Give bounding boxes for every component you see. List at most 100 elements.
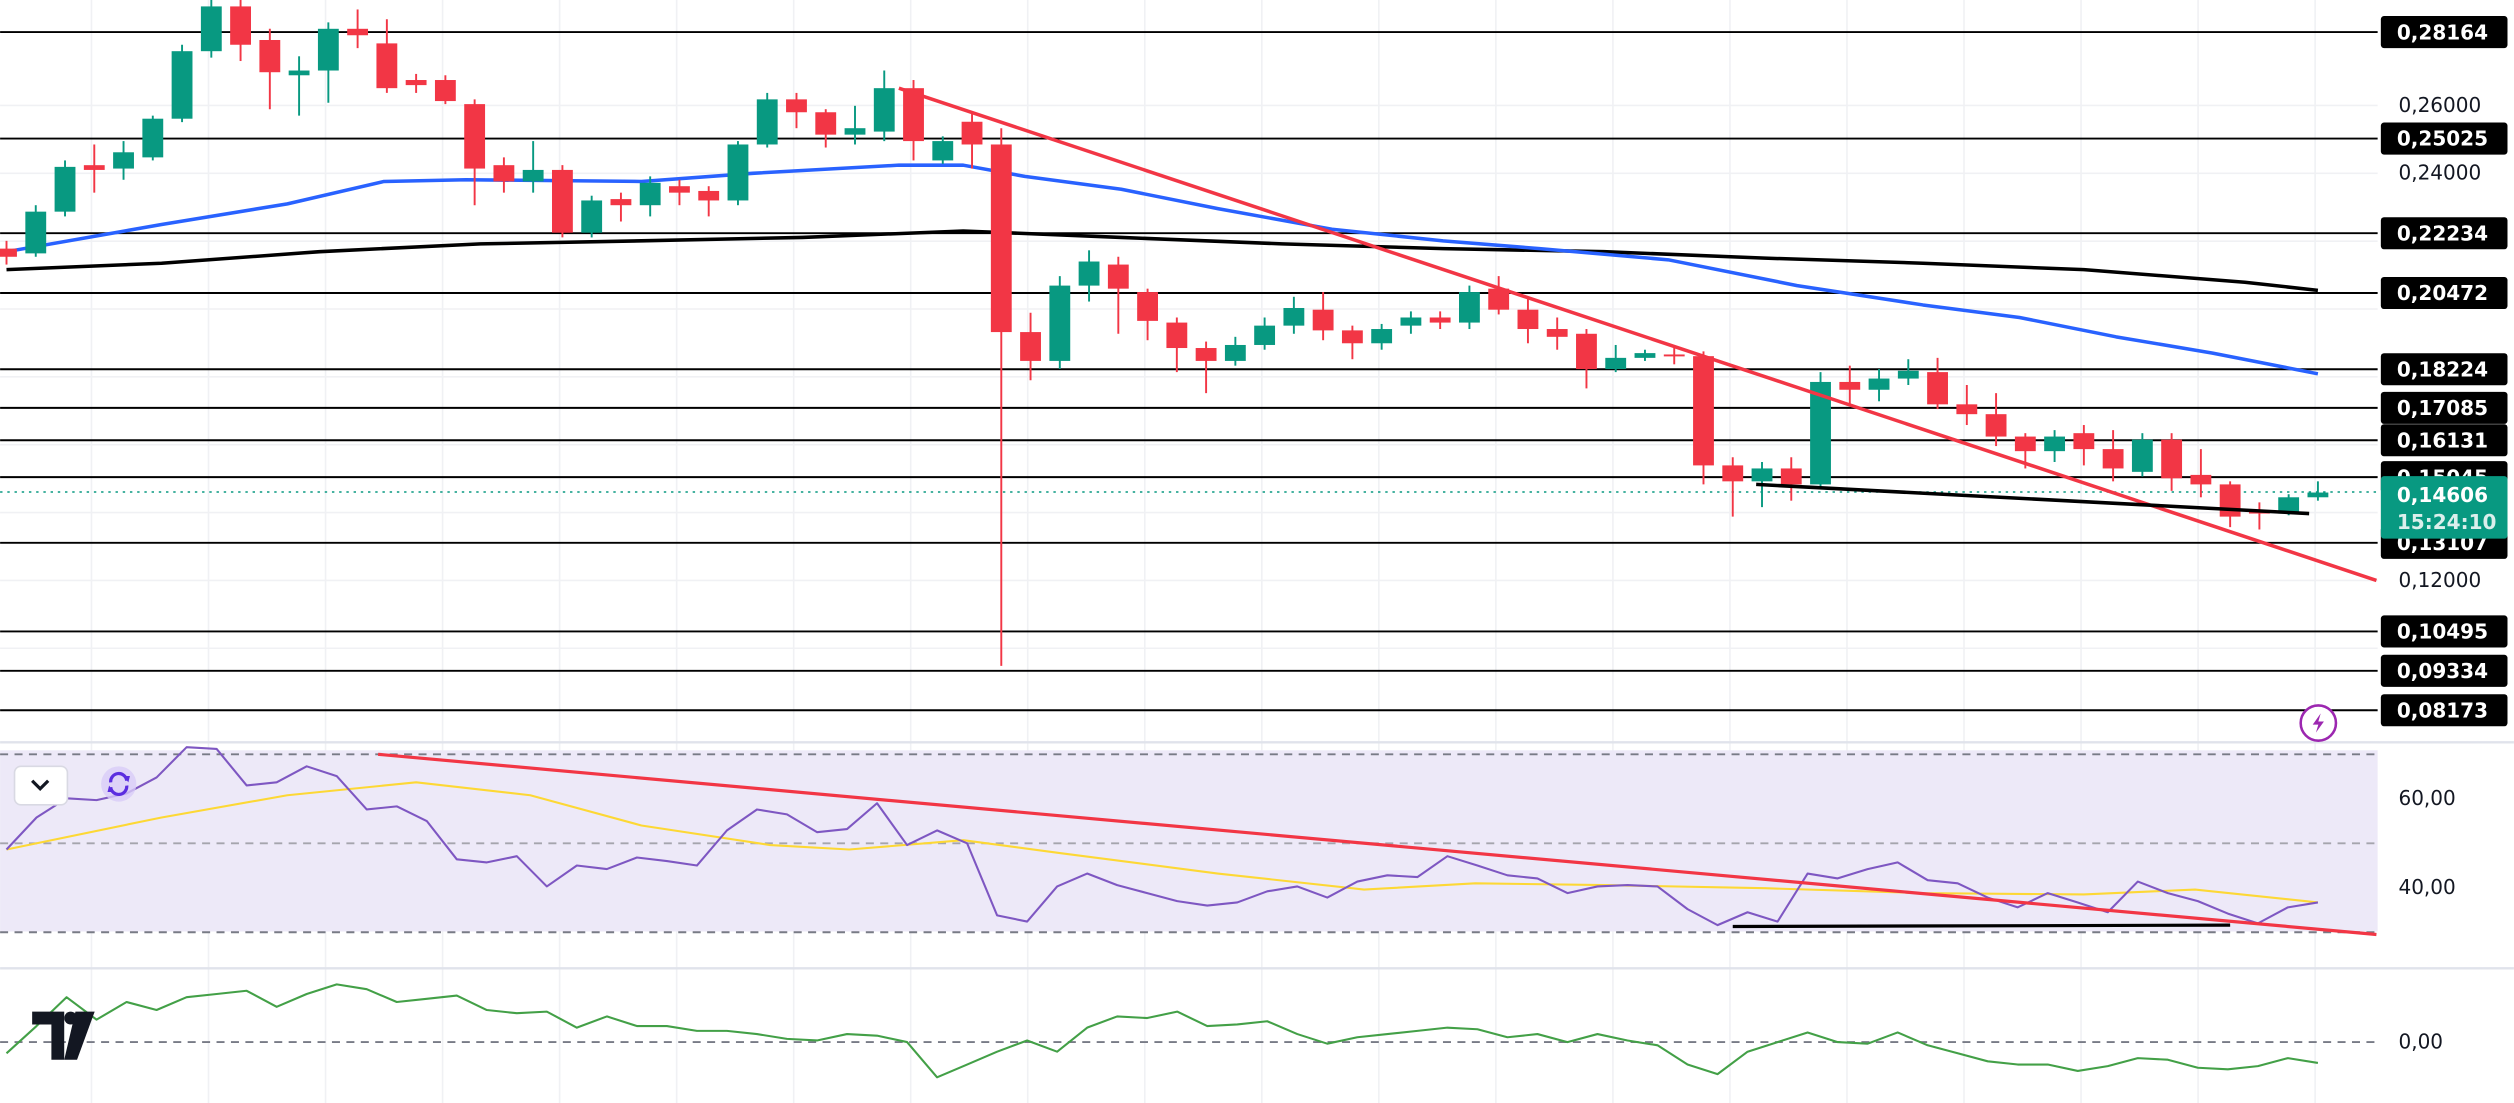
candle	[551, 165, 573, 238]
red-trendline[interactable]	[898, 86, 2377, 583]
candle	[1927, 357, 1948, 410]
candle-body	[698, 190, 720, 201]
candle	[1517, 296, 1539, 344]
candle	[961, 112, 983, 169]
rsi-black-trendline[interactable]	[1732, 923, 2231, 929]
moving-average-fast[interactable]	[6, 163, 2319, 376]
candle-body	[1780, 468, 1802, 485]
candle	[1985, 393, 2007, 447]
candle	[1722, 457, 1744, 517]
candle	[1283, 296, 1305, 334]
candle	[1634, 349, 1656, 361]
candle-body	[171, 51, 193, 119]
candle	[1839, 365, 1861, 405]
candle-body	[815, 112, 837, 135]
candle	[1605, 344, 1627, 373]
candle-body	[903, 88, 924, 142]
candle	[844, 105, 866, 145]
candle-body	[434, 80, 456, 102]
candle-body	[2014, 436, 2036, 452]
candle-body	[2219, 484, 2241, 517]
candle-body	[639, 182, 661, 206]
candle-body	[1546, 329, 1568, 337]
candle-body	[786, 99, 807, 113]
candle	[1400, 311, 1422, 334]
price-pane	[0, 0, 2378, 712]
candle	[317, 22, 339, 103]
price-axis[interactable]: 60,00 40,00 0,00 0,26000 0,24000 0,12000 0,281…	[2380, 16, 2508, 1053]
moving-average-slow[interactable]	[6, 229, 2319, 293]
price-axis-label: 0,24000	[2398, 161, 2481, 185]
candle	[1429, 311, 1451, 330]
candle-body	[522, 169, 544, 182]
collapse-pane-button[interactable]	[13, 765, 69, 806]
chevron-down-icon	[31, 779, 50, 792]
candle-body	[1722, 465, 1744, 482]
candle-body	[1020, 332, 1041, 361]
candle-body	[610, 199, 632, 206]
candle	[2190, 449, 2212, 498]
alert-button[interactable]	[2299, 704, 2338, 742]
candle-body	[1868, 378, 1890, 390]
candle	[1137, 288, 1159, 341]
candle	[2044, 430, 2066, 463]
candle-body	[142, 118, 164, 158]
candle-body	[0, 248, 17, 257]
candle	[1195, 341, 1217, 394]
candle	[1780, 457, 1802, 501]
candle-body	[25, 211, 47, 254]
candle-body	[259, 39, 281, 73]
price-axis-label: 0,12000	[2398, 568, 2481, 592]
candle	[815, 109, 837, 148]
price-level-label: 0,16131	[2397, 428, 2488, 452]
candle-body	[113, 152, 134, 169]
oscillator-line[interactable]	[5, 983, 2319, 1079]
candle-body	[1283, 307, 1305, 326]
candle-body	[1107, 264, 1129, 289]
rsi-line[interactable]	[5, 746, 2319, 927]
price-level-label: 0,22234	[2397, 221, 2488, 245]
candle-body	[2073, 433, 2095, 450]
candle	[522, 141, 544, 193]
candle	[113, 141, 134, 180]
candle-body	[1751, 468, 1773, 482]
candle	[873, 70, 895, 142]
candle-body	[288, 70, 310, 76]
candle	[25, 205, 47, 257]
price-level-badge	[2380, 615, 2508, 648]
price-level-label: 0,10495	[2397, 620, 2488, 644]
price-axis-label: 0,26000	[2398, 93, 2481, 117]
candle-body	[1985, 414, 2007, 437]
candle-body	[1195, 348, 1217, 361]
candle-body	[1429, 317, 1451, 323]
candle	[1810, 372, 1831, 490]
candle	[1166, 317, 1188, 373]
candle-body	[1078, 261, 1100, 286]
candle-body	[1897, 370, 1919, 379]
candle-body	[1663, 354, 1685, 357]
price-level-label: 0,28164	[2397, 20, 2488, 44]
price-level-badge	[2380, 424, 2508, 457]
candle	[698, 186, 720, 217]
candle	[756, 92, 778, 148]
candle-body	[727, 144, 749, 201]
candle	[1663, 348, 1685, 365]
candle	[1693, 351, 1714, 485]
candle-body	[1254, 325, 1276, 345]
candle-body	[2044, 436, 2066, 452]
candle-body	[200, 6, 222, 52]
candle	[1020, 312, 1041, 381]
rsi-axis-label: 40,00	[2398, 875, 2455, 899]
black-trendline[interactable]	[1756, 482, 2310, 516]
bar-countdown: 15:24:10	[2397, 510, 2497, 534]
price-level-label: 0,25025	[2397, 127, 2488, 151]
rsi-red-trendline[interactable]	[377, 752, 2377, 937]
price-level-badge	[2380, 122, 2508, 155]
candle	[1897, 359, 1919, 385]
refresh-button[interactable]	[101, 766, 137, 802]
candle-body	[317, 28, 339, 71]
candle	[1107, 256, 1129, 334]
candle-body	[1166, 322, 1188, 349]
candle-body	[1459, 292, 1480, 323]
